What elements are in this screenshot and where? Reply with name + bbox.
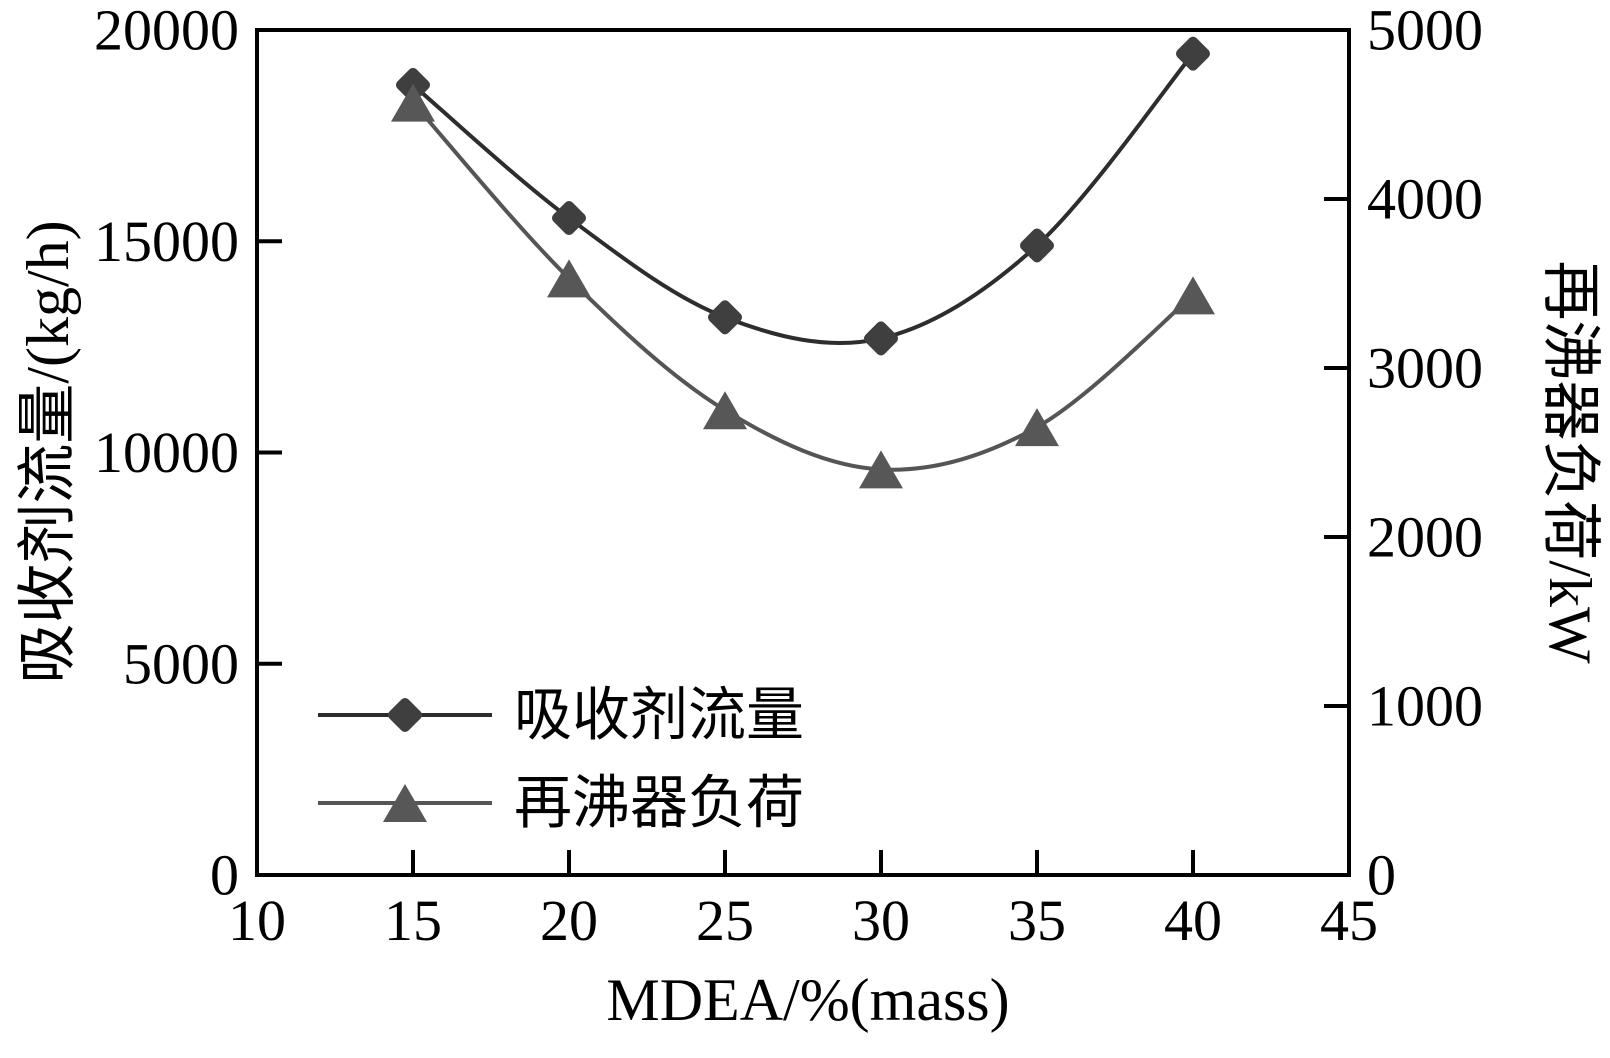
x-tick-label: 40 xyxy=(1164,888,1222,953)
right-y-tick-label: 2000 xyxy=(1367,505,1483,570)
x-tick-label: 15 xyxy=(384,888,442,953)
legend-label-absorbent-flow: 吸收剂流量 xyxy=(514,683,804,748)
left-y-tick-label: 5000 xyxy=(123,631,239,696)
x-tick-label: 30 xyxy=(852,888,910,953)
triangle-marker xyxy=(1171,276,1215,315)
legend-diamond-marker xyxy=(387,697,423,733)
x-tick-label: 45 xyxy=(1320,888,1378,953)
x-axis-title: MDEA/%(mass) xyxy=(606,967,1009,1033)
left-y-tick-label: 15000 xyxy=(94,209,239,274)
diamond-marker xyxy=(707,300,743,335)
x-tick-label: 20 xyxy=(540,888,598,953)
diamond-marker xyxy=(551,200,587,236)
triangle-marker xyxy=(547,259,591,298)
series-line-reboiler-duty xyxy=(411,101,1195,472)
left-y-tick-label: 0 xyxy=(210,843,239,908)
right-y-tick-label: 4000 xyxy=(1367,167,1483,232)
right-axis-title: 再沸器负荷/kW xyxy=(1537,260,1603,664)
x-tick-label: 25 xyxy=(696,888,754,953)
legend-label-reboiler-duty: 再沸器负荷 xyxy=(514,771,804,836)
diamond-marker xyxy=(1175,36,1211,71)
x-tick-label: 10 xyxy=(228,888,286,953)
triangle-marker xyxy=(859,450,903,489)
left-y-tick-label: 10000 xyxy=(94,420,239,485)
left-axis-title: 吸收剂流量/(kg/h) xyxy=(15,220,81,683)
plot-frame xyxy=(255,28,1351,877)
diamond-marker xyxy=(1019,228,1055,263)
triangle-marker xyxy=(703,391,747,430)
left-y-tick-label: 20000 xyxy=(94,0,239,63)
x-tick-label: 35 xyxy=(1008,888,1066,953)
right-y-tick-label: 1000 xyxy=(1367,674,1483,739)
right-y-tick-label: 0 xyxy=(1367,843,1396,908)
right-y-tick-label: 3000 xyxy=(1367,336,1483,401)
triangle-marker xyxy=(1015,408,1059,447)
triangle-marker xyxy=(391,83,435,122)
right-y-tick-label: 5000 xyxy=(1367,0,1483,63)
diamond-marker xyxy=(863,321,899,356)
series-line-absorbent-flow xyxy=(411,52,1195,345)
legend-triangle-marker xyxy=(383,784,427,822)
